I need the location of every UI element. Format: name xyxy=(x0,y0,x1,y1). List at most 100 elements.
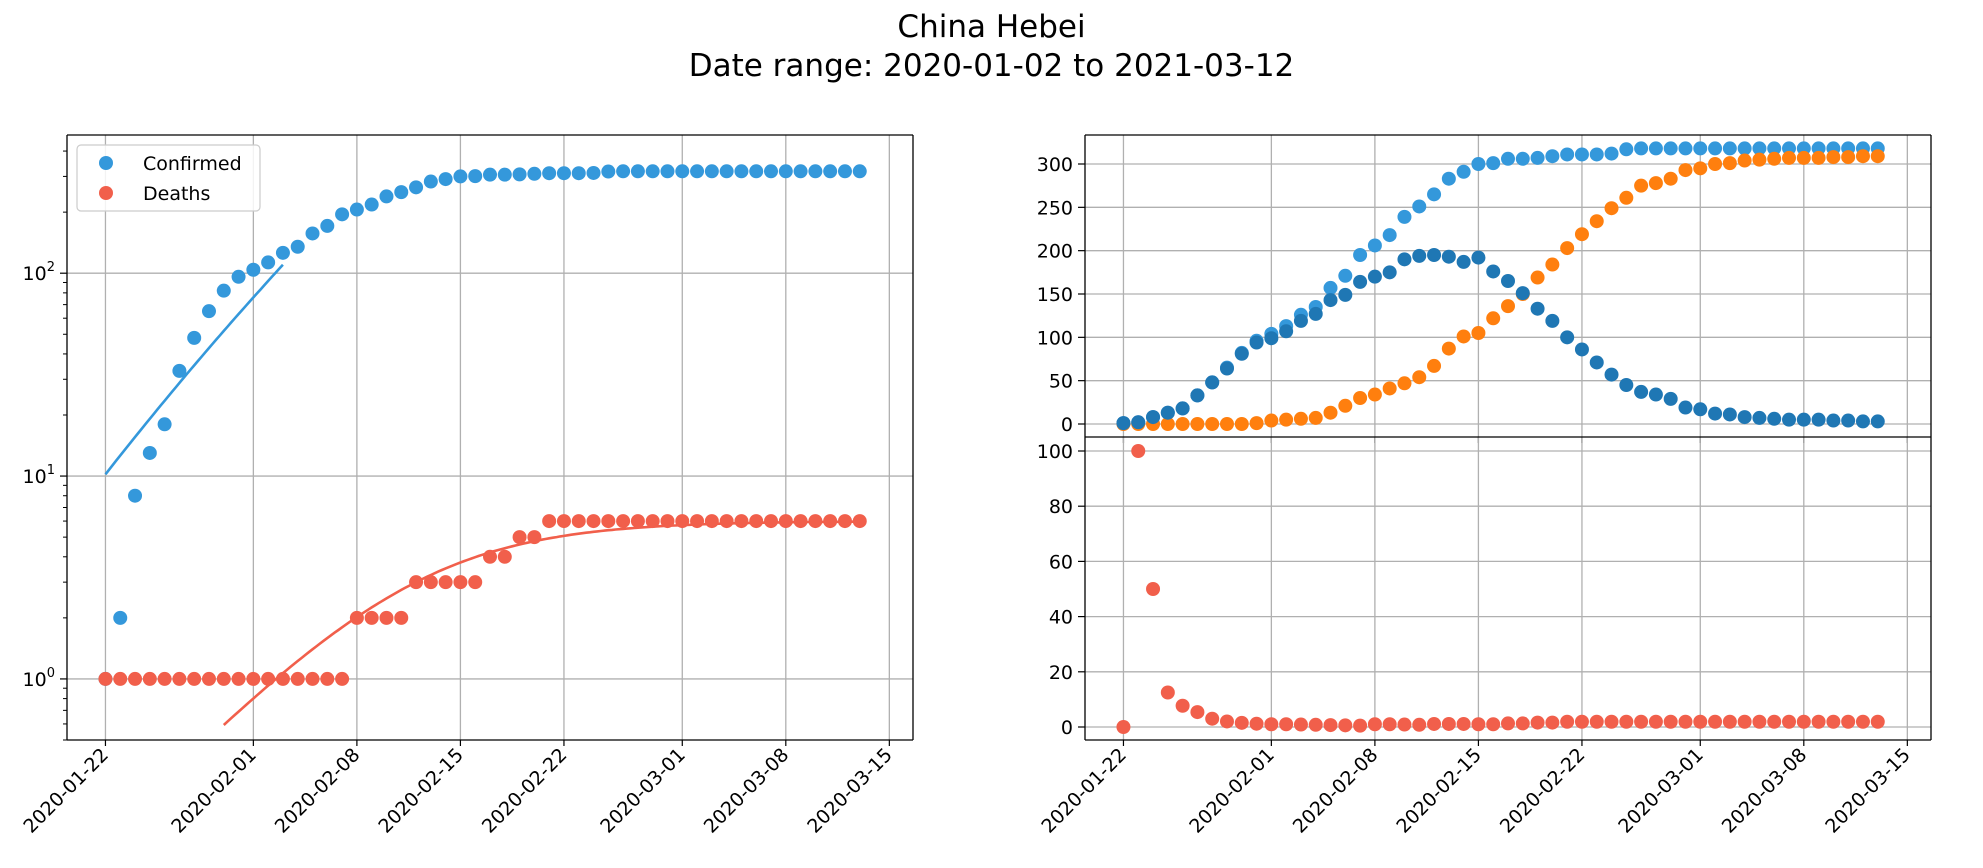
death-rate-point xyxy=(1737,714,1752,729)
death-rate-point xyxy=(1841,714,1856,729)
death-rate-point xyxy=(1870,714,1885,729)
active-point xyxy=(1146,410,1161,425)
death-rate-point xyxy=(1530,715,1545,730)
death-rate-point xyxy=(1397,717,1412,732)
active-point xyxy=(1175,401,1190,416)
deaths-point xyxy=(335,671,350,686)
deaths-point xyxy=(660,514,675,529)
confirmed-point xyxy=(409,180,424,195)
deaths-point xyxy=(837,514,852,529)
confirmed-point xyxy=(275,245,290,260)
confirmed-point xyxy=(1323,280,1338,295)
x-tick-label: 2020-02-08 xyxy=(1289,744,1383,838)
confirmed-point xyxy=(1663,141,1678,156)
confirmed-point xyxy=(1397,209,1412,224)
deaths-point xyxy=(379,610,394,625)
deaths-point xyxy=(808,514,823,529)
deaths-point xyxy=(453,575,468,590)
recovered-point xyxy=(1708,157,1723,171)
confirmed-point xyxy=(675,164,690,179)
confirmed-point xyxy=(497,167,512,182)
legend-marker-confirmed xyxy=(99,156,113,170)
x-tick-label: 2020-02-15 xyxy=(374,744,468,838)
active-point xyxy=(1471,250,1486,265)
confirmed-point xyxy=(320,218,335,233)
death-rate-point xyxy=(1604,714,1619,729)
death-rate-point xyxy=(1796,714,1811,729)
death-rate-point xyxy=(1338,718,1353,733)
death-rate-point xyxy=(1264,717,1279,732)
deaths-point xyxy=(542,514,557,529)
deaths-point xyxy=(734,514,749,529)
deaths-point xyxy=(764,514,779,529)
confirmed-point xyxy=(1678,141,1693,156)
confirmed-point xyxy=(1367,238,1382,253)
deaths-point xyxy=(719,514,734,529)
confirmed-point xyxy=(1427,187,1442,202)
active-point xyxy=(1205,375,1220,390)
confirmed-point xyxy=(1767,141,1782,156)
confirmed-point xyxy=(1574,147,1589,162)
active-point xyxy=(1412,248,1427,263)
death-rate-point xyxy=(1353,718,1368,733)
deaths-point xyxy=(527,530,542,545)
top-right-panel-chart: 0 50 100 150 200 250 300 xyxy=(1037,134,1932,443)
active-point xyxy=(1693,402,1708,417)
recovered-point xyxy=(1574,227,1589,242)
recovered-point xyxy=(1648,176,1663,191)
y-tick-label: 100 xyxy=(1037,327,1073,349)
death-rate-point xyxy=(1456,716,1471,731)
active-point xyxy=(1678,400,1693,415)
confirmed-point xyxy=(1693,141,1708,156)
confirmed-point xyxy=(1708,141,1723,156)
recovered-point xyxy=(1560,241,1575,256)
legend: Confirmed Deaths xyxy=(76,144,261,212)
recovered-point xyxy=(1293,411,1308,426)
active-point xyxy=(1560,330,1575,345)
death-rate-point xyxy=(1501,716,1515,731)
recovered-point xyxy=(1663,171,1678,186)
death-rate-point xyxy=(1693,714,1708,729)
confirmed-point xyxy=(616,164,631,179)
y-tick-label: 250 xyxy=(1037,197,1073,219)
title-line-2: Date range: 2020-01-02 to 2021-03-12 xyxy=(688,48,1295,84)
death-rate-point xyxy=(1811,714,1826,729)
confirmed-point xyxy=(823,164,838,179)
y-tick-label: 0 xyxy=(1061,717,1073,739)
confirmed-point xyxy=(438,172,453,187)
deaths-point xyxy=(512,530,527,545)
recovered-point xyxy=(1767,151,1782,166)
deaths-point xyxy=(128,671,143,686)
confirmed-point xyxy=(113,610,128,625)
death-rate-point xyxy=(1619,714,1634,729)
recovered-point xyxy=(1412,370,1427,385)
death-rate-point xyxy=(1308,717,1323,732)
recovered-point xyxy=(1545,257,1560,272)
active-point xyxy=(1811,412,1826,427)
active-point xyxy=(1190,388,1205,403)
confirmed-point xyxy=(231,269,246,284)
recovered-point xyxy=(1190,417,1205,431)
active-point xyxy=(1589,355,1604,370)
recovered-point xyxy=(1870,149,1885,164)
y-tick-label: 20 xyxy=(1049,662,1073,684)
confirmed-point xyxy=(749,164,764,179)
confirmed-point xyxy=(1353,248,1368,262)
deaths-point xyxy=(320,671,335,686)
confirmed-point xyxy=(1501,151,1515,166)
confirmed-point xyxy=(837,164,852,179)
x-tick-label: 2020-03-08 xyxy=(1718,744,1812,838)
confirmed-point xyxy=(719,164,734,179)
confirmed-point xyxy=(483,167,497,182)
active-point xyxy=(1353,274,1368,289)
x-tick-label: 2020-02-22 xyxy=(478,744,572,838)
confirmed-point xyxy=(571,166,586,181)
y-tick-label: 200 xyxy=(1037,241,1073,263)
confirmed-point xyxy=(1486,156,1501,171)
confirmed-point xyxy=(660,164,675,179)
death-rate-point xyxy=(1678,714,1693,729)
active-point xyxy=(1855,414,1870,429)
confirmed-point xyxy=(1456,164,1471,179)
recovered-point xyxy=(1619,190,1634,205)
